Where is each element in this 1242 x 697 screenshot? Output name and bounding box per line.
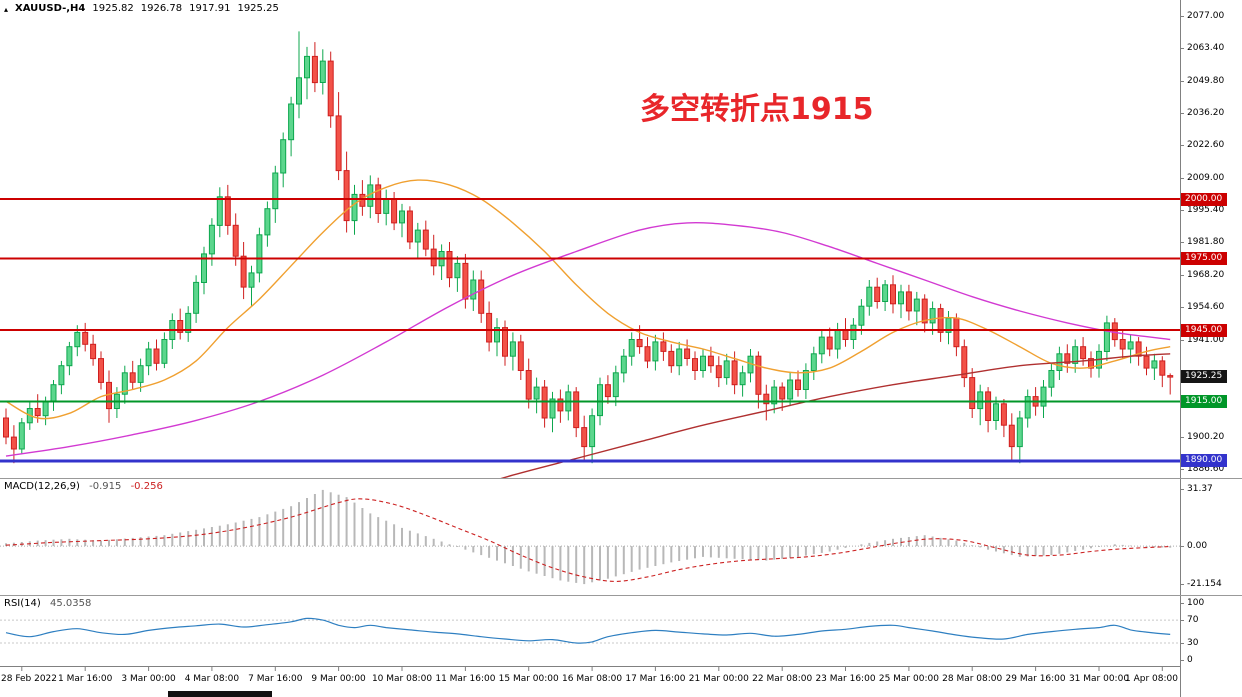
price-axis-tick — [1181, 178, 1184, 179]
macd-histogram — [5, 489, 1172, 585]
price-axis-label: 1900.20 — [1187, 432, 1225, 442]
price-level-badge: 1975.00 — [1181, 252, 1227, 265]
price-axis-tick — [1181, 643, 1184, 644]
macd-axis-label: 0.00 — [1187, 541, 1208, 551]
ohlc-open: 1925.82 — [92, 3, 134, 14]
price-axis-label: 1968.20 — [1187, 270, 1225, 280]
price-axis-tick — [1181, 81, 1184, 82]
ma-mid-line — [5, 222, 1171, 457]
time-axis-label: 17 Mar 16:00 — [625, 674, 685, 684]
macd-panel-canvas[interactable] — [0, 479, 1180, 595]
price-axis-tick — [1181, 620, 1184, 621]
time-axis-label: 21 Mar 00:00 — [689, 674, 749, 684]
chart-type-icon: ▴ — [4, 5, 9, 14]
macd-axis-label: -21.154 — [1187, 579, 1222, 589]
rsi-axis-label: 100 — [1187, 598, 1205, 608]
screen-edge-artifact — [168, 691, 272, 697]
panel-separator[interactable] — [0, 478, 1242, 479]
macd-indicator-label: MACD(12,26,9) -0.915 -0.256 — [4, 481, 163, 492]
time-axis-label: 25 Mar 00:00 — [879, 674, 939, 684]
price-axis-label: 2009.00 — [1187, 173, 1225, 183]
price-axis-label: 2036.20 — [1187, 108, 1225, 118]
candles-series — [3, 31, 1174, 464]
time-axis-label: 9 Mar 00:00 — [311, 674, 366, 684]
macd-value: -0.915 — [89, 481, 122, 492]
price-axis-tick — [1181, 16, 1184, 17]
time-axis-label: 28 Feb 2022 — [1, 674, 57, 684]
price-axis-tick — [1181, 469, 1184, 470]
price-axis-tick — [1181, 660, 1184, 661]
price-axis-tick — [1181, 307, 1184, 308]
price-axis-tick — [1181, 242, 1184, 243]
symbol-info-bar: ▴ XAUUSD-,H4 1925.82 1926.78 1917.91 192… — [4, 3, 279, 16]
panel-separator[interactable] — [0, 595, 1242, 596]
ohlc-close: 1925.25 — [237, 3, 279, 14]
ohlc-high: 1926.78 — [140, 3, 183, 14]
price-axis-tick — [1181, 437, 1184, 438]
price-axis-label: 1981.80 — [1187, 237, 1225, 247]
time-axis-label: 29 Mar 16:00 — [1006, 674, 1066, 684]
price-level-badge: 2000.00 — [1181, 193, 1227, 206]
time-axis-label: 10 Mar 08:00 — [372, 674, 432, 684]
time-axis-label: 31 Mar 00:00 — [1069, 674, 1129, 684]
time-axis-label: 1 Mar 16:00 — [58, 674, 113, 684]
price-axis-tick — [1181, 145, 1184, 146]
price-axis-label: 2063.40 — [1187, 43, 1225, 53]
time-axis-label: 28 Mar 08:00 — [942, 674, 1002, 684]
rsi-name: RSI(14) — [4, 598, 41, 609]
rsi-panel-canvas[interactable] — [0, 596, 1180, 666]
time-axis-label: 16 Mar 08:00 — [562, 674, 622, 684]
price-axis-tick — [1181, 210, 1184, 211]
price-axis-label: 1941.00 — [1187, 335, 1225, 345]
chart-annotation-text: 多空转折点1915 — [640, 92, 874, 127]
price-scale[interactable]: 2077.00 2063.40 2049.80 2036.20 2022.60 2009.… — [1180, 0, 1242, 697]
rsi-line — [5, 617, 1171, 644]
current-price-badge: 1925.25 — [1181, 370, 1227, 383]
rsi-axis-label: 30 — [1187, 638, 1199, 648]
time-axis-label: 15 Mar 00:00 — [499, 674, 559, 684]
price-axis-tick — [1181, 584, 1184, 585]
price-axis-label: 2077.00 — [1187, 11, 1225, 21]
time-axis-label: 11 Mar 16:00 — [435, 674, 495, 684]
rsi-value: 45.0358 — [49, 598, 92, 609]
rsi-axis-label: 70 — [1187, 615, 1199, 625]
ma-fast-line — [5, 179, 1171, 420]
macd-axis-label: 31.37 — [1187, 484, 1213, 494]
time-axis-label: 3 Mar 00:00 — [121, 674, 176, 684]
price-axis-tick — [1181, 603, 1184, 604]
rsi-axis-label: 0 — [1187, 655, 1193, 665]
price-axis-tick — [1181, 113, 1184, 114]
price-level-badge: 1890.00 — [1181, 454, 1227, 467]
price-axis-label: 2022.60 — [1187, 140, 1225, 150]
price-axis-tick — [1181, 546, 1184, 547]
price-axis-tick — [1181, 48, 1184, 49]
time-axis-label: 23 Mar 16:00 — [815, 674, 875, 684]
time-axis[interactable]: 28 Feb 2022 1 Mar 16:00 3 Mar 00:00 4 Mar 0… — [0, 666, 1242, 697]
price-level-badge: 1945.00 — [1181, 324, 1227, 337]
price-axis-tick — [1181, 340, 1184, 341]
main-chart-canvas[interactable] — [0, 0, 1180, 478]
price-axis-label: 1995.40 — [1187, 205, 1225, 215]
price-level-badge: 1915.00 — [1181, 395, 1227, 408]
macd-signal-value: -0.256 — [130, 481, 163, 492]
price-axis-tick — [1181, 489, 1184, 490]
ohlc-low: 1917.91 — [189, 3, 231, 14]
price-axis-label: 1886.60 — [1187, 464, 1225, 474]
price-axis-label: 1954.60 — [1187, 302, 1225, 312]
price-axis-label: 2049.80 — [1187, 76, 1225, 86]
time-axis-label: 22 Mar 08:00 — [752, 674, 812, 684]
price-axis-tick — [1181, 275, 1184, 276]
symbol-period-label: XAUUSD-,H4 — [15, 3, 86, 14]
macd-signal-line — [5, 498, 1171, 582]
time-axis-label: 4 Mar 08:00 — [185, 674, 240, 684]
time-axis-label: 7 Mar 16:00 — [248, 674, 303, 684]
rsi-indicator-label: RSI(14) 45.0358 — [4, 598, 91, 609]
ma-slow-line — [500, 353, 1171, 478]
time-axis-label: 1 Apr 08:00 — [1125, 674, 1178, 684]
macd-name: MACD(12,26,9) — [4, 481, 80, 492]
